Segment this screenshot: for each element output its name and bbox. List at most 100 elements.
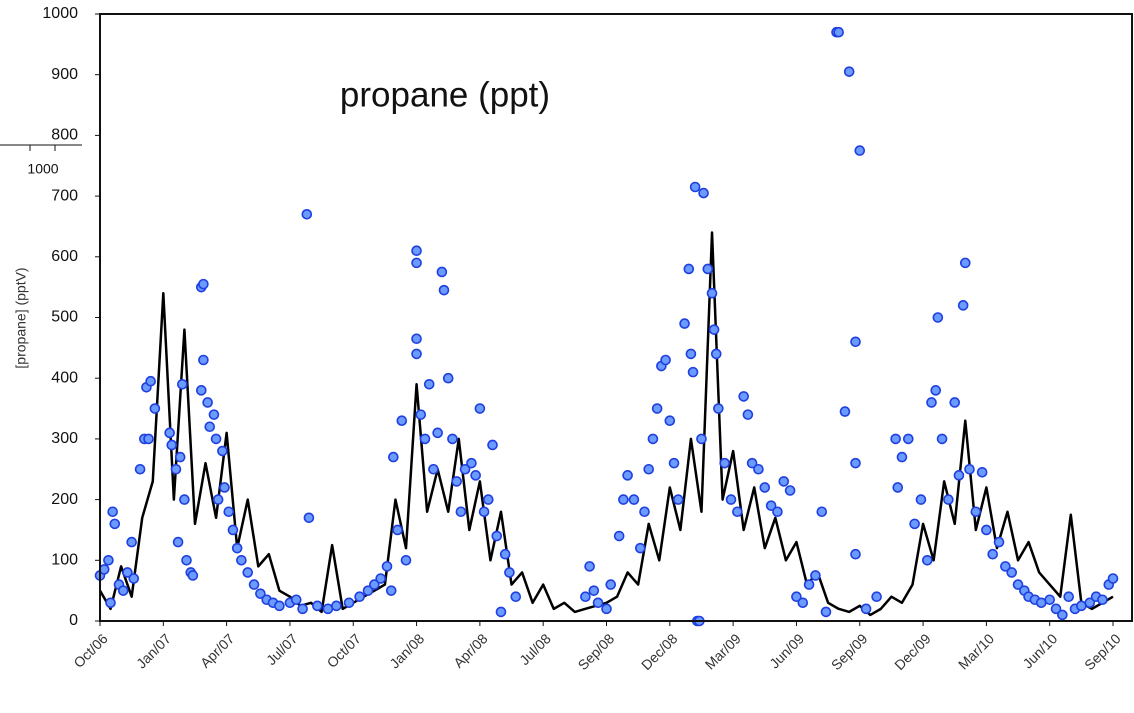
data-point xyxy=(1000,561,1011,572)
y-tick-label: 200 xyxy=(51,491,78,508)
data-point xyxy=(949,397,961,408)
data-point xyxy=(647,433,659,445)
data-point xyxy=(208,409,220,420)
data-point xyxy=(290,594,302,606)
y-tick-label: 900 xyxy=(51,66,78,83)
data-point xyxy=(784,485,796,496)
data-point xyxy=(959,257,971,269)
data-point xyxy=(442,372,454,384)
data-point xyxy=(423,378,435,390)
data-point xyxy=(850,457,861,469)
data-point xyxy=(134,463,146,475)
data-point xyxy=(957,300,969,311)
data-point xyxy=(451,476,462,487)
data-point xyxy=(854,145,866,156)
data-point xyxy=(436,266,448,278)
data-point xyxy=(149,403,161,414)
inset-label: 1000 xyxy=(27,161,58,177)
data-point xyxy=(778,476,790,487)
data-point xyxy=(459,463,471,475)
data-point xyxy=(930,385,942,396)
data-point xyxy=(833,26,844,38)
data-point xyxy=(164,427,175,439)
data-point xyxy=(411,245,422,257)
x-tick-label: Sep/08 xyxy=(575,630,618,673)
data-point xyxy=(753,463,764,475)
data-point xyxy=(964,463,975,475)
data-point xyxy=(177,378,188,390)
data-point xyxy=(204,421,216,433)
data-point xyxy=(732,506,743,518)
x-tick-label: Jun/09 xyxy=(766,630,807,671)
data-point xyxy=(953,470,965,481)
data-point xyxy=(890,433,901,445)
data-point xyxy=(702,263,714,275)
data-point xyxy=(909,518,920,530)
data-point xyxy=(588,585,600,596)
y-tick-label: 600 xyxy=(51,248,78,265)
x-tick-label: Jul/08 xyxy=(516,630,554,668)
data-point xyxy=(738,391,749,402)
data-point xyxy=(432,427,443,439)
data-point xyxy=(860,603,872,615)
data-point xyxy=(772,506,783,518)
x-tick-label: Mar/10 xyxy=(955,630,997,672)
data-point xyxy=(466,457,477,469)
data-point xyxy=(381,561,393,572)
data-point xyxy=(820,606,832,618)
data-point xyxy=(1063,591,1074,603)
x-tick-label: Oct/07 xyxy=(324,630,365,671)
data-point xyxy=(698,187,709,199)
data-point xyxy=(921,554,933,566)
data-point xyxy=(803,579,815,590)
data-point xyxy=(219,482,230,493)
data-point xyxy=(746,457,758,469)
plot-frame xyxy=(99,13,1133,622)
data-point xyxy=(810,570,821,581)
data-point xyxy=(643,463,655,475)
data-point xyxy=(687,366,699,378)
y-tick-label: 0 xyxy=(69,612,78,629)
data-point xyxy=(388,451,399,463)
data-point xyxy=(713,403,724,414)
data-point xyxy=(411,333,422,345)
data-point xyxy=(470,470,481,481)
data-point xyxy=(212,494,224,505)
data-point xyxy=(592,597,604,609)
data-point xyxy=(672,494,684,505)
data-point xyxy=(428,463,439,475)
data-point xyxy=(683,263,695,275)
data-point xyxy=(871,591,882,603)
data-point xyxy=(491,530,503,542)
data-point xyxy=(375,573,386,584)
x-tick-label: Dec/09 xyxy=(891,630,934,673)
data-point xyxy=(668,457,680,469)
data-point xyxy=(392,524,403,536)
data-point xyxy=(915,494,927,505)
data-point xyxy=(892,482,904,493)
y-tick-label: 800 xyxy=(51,127,78,144)
data-point xyxy=(107,506,118,518)
data-point xyxy=(103,554,114,566)
data-point xyxy=(343,597,355,609)
y-tick-label: 400 xyxy=(51,369,78,386)
x-tick-label: Jan/08 xyxy=(386,630,427,671)
data-point xyxy=(474,403,486,414)
data-point xyxy=(987,548,999,560)
data-point xyxy=(850,548,861,560)
data-point xyxy=(816,506,828,518)
data-point xyxy=(689,181,701,193)
data-point xyxy=(981,524,992,536)
data-point xyxy=(331,600,342,612)
data-point xyxy=(223,506,235,518)
data-point xyxy=(122,567,133,578)
y-tick-label: 300 xyxy=(51,430,78,447)
data-point xyxy=(499,548,511,560)
data-point xyxy=(117,585,129,596)
data-point xyxy=(242,567,254,578)
data-point xyxy=(411,257,422,269)
x-tick-label: Jan/07 xyxy=(133,630,174,671)
data-point xyxy=(166,439,178,451)
data-point xyxy=(679,318,690,329)
data-point xyxy=(976,466,988,478)
